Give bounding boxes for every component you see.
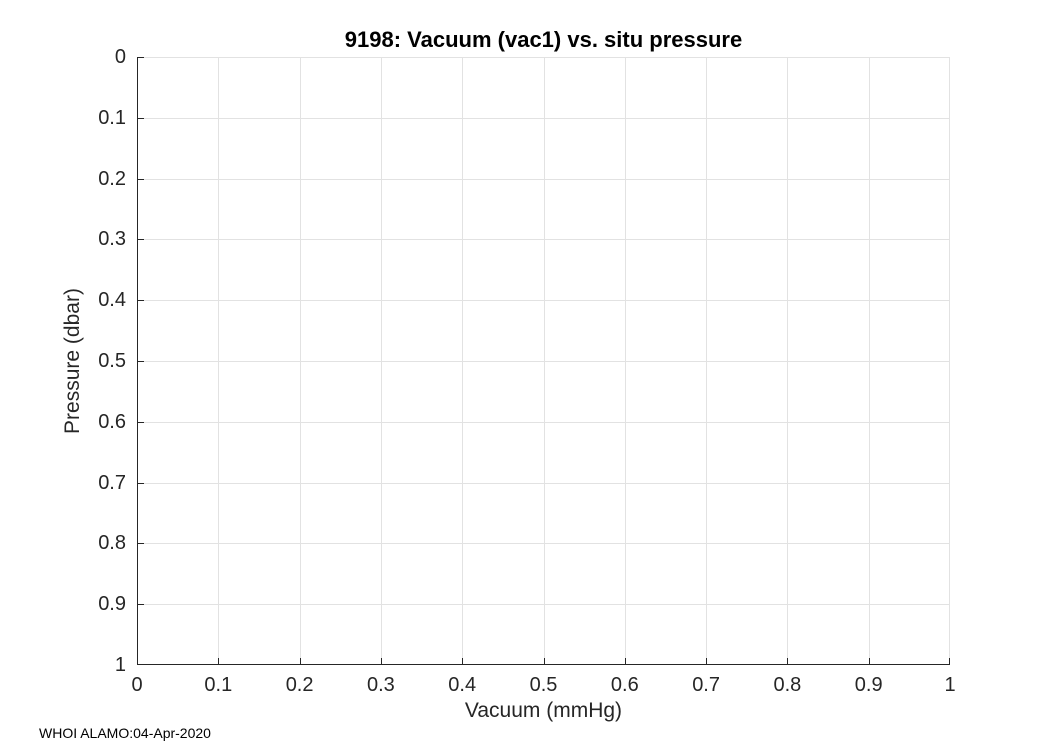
x-tick-label: 0.3 bbox=[366, 674, 395, 696]
x-tick-label: 0.4 bbox=[448, 674, 477, 696]
x-axis-label: Vacuum (mmHg) bbox=[464, 699, 623, 722]
y-tick-mark bbox=[137, 483, 144, 484]
y-gridline bbox=[137, 118, 950, 119]
y-tick-label: 0.5 bbox=[98, 350, 126, 372]
y-gridline bbox=[137, 300, 950, 301]
y-tick-mark bbox=[137, 57, 144, 58]
x-axis-line bbox=[137, 664, 950, 665]
y-tick-mark bbox=[137, 361, 144, 362]
y-gridline bbox=[137, 361, 950, 362]
x-tick-label: 0 bbox=[131, 674, 143, 696]
x-tick-label: 0.7 bbox=[692, 674, 720, 696]
chart-title: 9198: Vacuum (vac1) vs. situ pressure bbox=[344, 27, 743, 52]
watermark-text: WHOI ALAMO:04-Apr-2020 bbox=[39, 725, 211, 741]
x-tick-mark bbox=[787, 658, 788, 665]
x-tick-mark bbox=[625, 658, 626, 665]
y-tick-label: 0.4 bbox=[98, 289, 126, 312]
x-tick-mark bbox=[706, 658, 707, 665]
y-gridline bbox=[137, 543, 950, 544]
x-tick-label: 0.8 bbox=[773, 674, 802, 696]
y-axis-label: Pressure (dbar) bbox=[61, 288, 84, 434]
y-gridline bbox=[137, 179, 950, 180]
y-tick-mark bbox=[137, 179, 144, 180]
y-gridline bbox=[137, 483, 950, 484]
x-tick-label: 0.1 bbox=[204, 674, 233, 696]
y-gridline bbox=[137, 57, 950, 58]
plot-area bbox=[137, 57, 950, 665]
x-tick-mark bbox=[949, 658, 950, 665]
y-gridline bbox=[137, 604, 950, 605]
y-tick-mark bbox=[137, 543, 144, 544]
x-tick-label: 0.9 bbox=[854, 674, 883, 696]
x-tick-label: 0.2 bbox=[285, 674, 314, 696]
x-tick-mark bbox=[300, 658, 301, 665]
y-tick-mark bbox=[137, 664, 144, 665]
x-tick-label: 1 bbox=[944, 674, 956, 696]
y-tick-mark bbox=[137, 239, 144, 240]
y-tick-label: 0.9 bbox=[98, 593, 126, 616]
x-tick-mark bbox=[544, 658, 545, 665]
x-tick-label: 0.5 bbox=[529, 674, 558, 696]
y-tick-label: 0.8 bbox=[98, 532, 126, 555]
x-tick-label: 0.6 bbox=[610, 674, 639, 696]
y-tick-mark bbox=[137, 300, 144, 301]
x-tick-mark bbox=[462, 658, 463, 665]
y-tick-mark bbox=[137, 422, 144, 423]
y-tick-label: 0.1 bbox=[98, 106, 126, 129]
y-gridline bbox=[137, 422, 950, 423]
x-tick-mark bbox=[381, 658, 382, 665]
y-tick-mark bbox=[137, 604, 144, 605]
y-tick-label: 0 bbox=[114, 46, 126, 68]
x-tick-mark bbox=[218, 658, 219, 665]
x-tick-mark bbox=[137, 658, 138, 665]
y-gridline bbox=[137, 239, 950, 240]
y-tick-label: 0.7 bbox=[98, 471, 126, 494]
y-tick-label: 0.3 bbox=[98, 228, 126, 251]
y-tick-label: 0.6 bbox=[98, 410, 126, 433]
y-tick-label: 1 bbox=[114, 654, 126, 676]
y-tick-mark bbox=[137, 118, 144, 119]
x-tick-mark bbox=[869, 658, 870, 665]
y-tick-label: 0.2 bbox=[98, 167, 126, 190]
